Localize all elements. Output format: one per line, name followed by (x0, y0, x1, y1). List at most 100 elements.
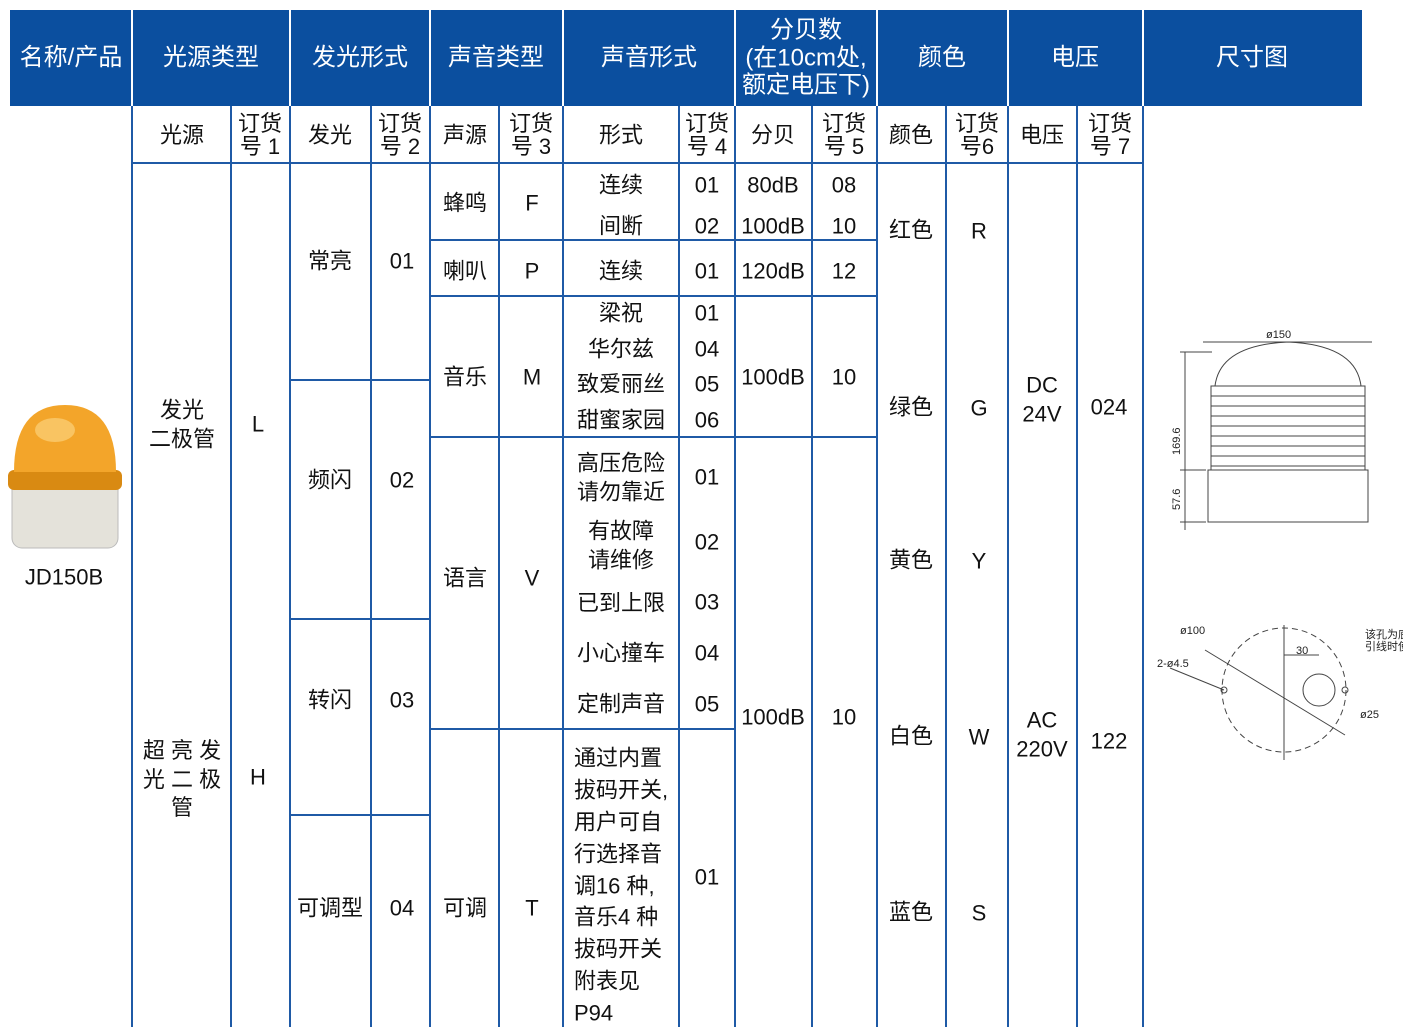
subheader-cell: 订货 号 2 (377, 110, 423, 159)
order-code: 01 (694, 258, 720, 284)
light-source: 超 亮 发 光 二 极 管 (142, 738, 222, 821)
dimension-label: ø25 (1360, 709, 1379, 721)
sound-type: 音乐 (442, 364, 488, 390)
order-code: R (971, 218, 987, 244)
decibel: 100dB (741, 213, 805, 239)
header-cell: 声音形式 (601, 44, 697, 72)
light-mode: 可调型 (296, 895, 364, 921)
sound-form: 小心撞车 (576, 640, 666, 666)
order-code: 01 (694, 172, 720, 198)
light-source: 发光 二极管 (148, 397, 216, 451)
subheader-cell: 发光 (307, 122, 353, 148)
order-code: 10 (831, 704, 857, 730)
sound-form: 高压危险 请勿靠近 (576, 450, 666, 504)
subheader-cell: 颜色 (888, 122, 934, 148)
sound-form: 连续 (598, 172, 644, 198)
header-cell: 光源类型 (163, 44, 259, 72)
order-code: 05 (694, 371, 720, 397)
grid-lines (131, 106, 1144, 1027)
subheader-cell: 订货 号6 (954, 110, 1000, 159)
order-code: L (251, 411, 265, 437)
subheader-cell: 分贝 (750, 122, 796, 148)
order-code: H (250, 764, 266, 790)
dimension-label: 该孔为底部引线时使用 (1365, 627, 1403, 653)
sound-type: 蜂鸣 (442, 190, 488, 216)
order-code: W (968, 724, 990, 750)
order-code: 03 (389, 687, 415, 713)
sound-form: 已到上限 (576, 590, 666, 616)
order-code: 01 (694, 300, 720, 326)
light-mode: 频闪 (307, 467, 353, 493)
order-code: 04 (694, 336, 720, 362)
subheader-cell: 声源 (442, 122, 488, 148)
header-cell: 声音类型 (448, 44, 544, 72)
decibel: 100dB (741, 704, 805, 730)
subheader-cell: 订货 号 4 (684, 110, 730, 159)
sound-form: 定制声音 (576, 691, 666, 717)
sound-form: 致爱丽丝 (576, 371, 666, 397)
decibel: 120dB (741, 258, 805, 284)
light-mode: 常亮 (307, 248, 353, 274)
order-code: 03 (694, 589, 720, 615)
order-code: 10 (831, 213, 857, 239)
order-code: 02 (694, 529, 720, 555)
order-code: 08 (831, 172, 857, 198)
order-code: F (525, 190, 539, 216)
sound-form: 连续 (598, 258, 644, 284)
header-cell: 发光形式 (312, 44, 408, 72)
voltage: AC 220V (1016, 707, 1068, 761)
order-code: S (971, 900, 987, 926)
decibel: 80dB (747, 172, 799, 198)
subheader-cell: 光源 (159, 122, 205, 148)
header-cell: 尺寸图 (1216, 44, 1288, 72)
order-code: M (522, 364, 542, 390)
order-code: T (525, 895, 539, 921)
header-bar (10, 10, 1362, 106)
voltage: DC 24V (1022, 372, 1062, 426)
order-code: 01 (694, 464, 720, 490)
sound-form: 华尔兹 (587, 336, 655, 362)
light-mode: 转闪 (307, 687, 353, 713)
sound-form: 间断 (598, 213, 644, 239)
sound-form: 甜蜜家园 (576, 407, 666, 433)
subheader-cell: 电压 (1019, 122, 1065, 148)
dimension-label: 2-ø4.5 (1157, 658, 1189, 670)
order-code: 12 (831, 258, 857, 284)
order-code: 04 (694, 640, 720, 666)
order-code: 024 (1090, 394, 1128, 420)
order-code: 04 (389, 895, 415, 921)
dimension-label: 57.6 (1171, 489, 1183, 510)
sound-form: 通过内置 拔码开关, 用户可自 行选择音 调16 种, 音乐4 种 拔码开关 附… (573, 745, 669, 1026)
dimension-label: ø150 (1266, 329, 1291, 341)
order-code: 01 (389, 248, 415, 274)
subheader-cell: 订货 号 5 (821, 110, 867, 159)
order-code: Y (971, 548, 987, 574)
decibel: 100dB (741, 364, 805, 390)
dimension-drawing (1169, 341, 1372, 760)
product-image (8, 405, 122, 549)
header-cell: 颜色 (918, 44, 966, 72)
subheader-cell: 订货 号 1 (237, 110, 283, 159)
order-code: 02 (389, 467, 415, 493)
order-code: 01 (694, 864, 720, 890)
order-code: G (970, 395, 988, 421)
product-name: JD150B (24, 564, 104, 590)
header-separators (131, 10, 1144, 106)
dimension-label: 30 (1296, 645, 1308, 657)
order-code: P (524, 258, 540, 284)
color: 绿色 (888, 394, 934, 420)
color: 红色 (888, 217, 934, 243)
sound-type: 语言 (442, 565, 488, 591)
order-code: 06 (694, 407, 720, 433)
order-code: V (524, 565, 540, 591)
color: 黄色 (888, 547, 934, 573)
sound-type: 可调 (442, 895, 488, 921)
subheader-cell: 形式 (598, 122, 644, 148)
header-cell: 分贝数 (在10cm处, 额定电压下) (742, 16, 870, 99)
header-cell: 名称/产品 (19, 44, 123, 72)
subheader-cell: 订货 号 3 (508, 110, 554, 159)
header-cell: 电压 (1051, 44, 1099, 72)
order-code: 05 (694, 691, 720, 717)
